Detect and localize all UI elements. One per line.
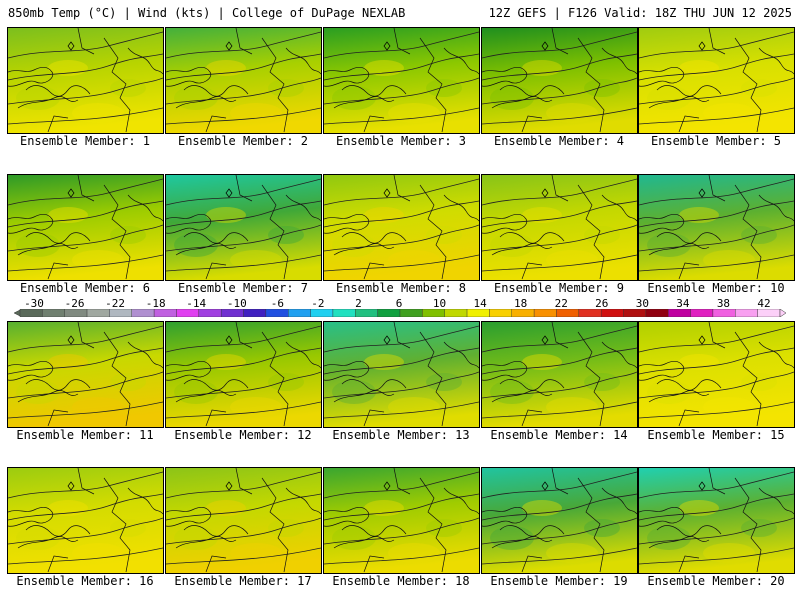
ensemble-member-label: Ensemble Member: 6 bbox=[19, 281, 151, 295]
ensemble-map-panel bbox=[638, 467, 795, 574]
colorbar-swatch bbox=[243, 309, 267, 317]
temperature-colorbar bbox=[14, 309, 786, 317]
ensemble-member-label: Ensemble Member: 1 bbox=[19, 134, 151, 148]
ensemble-member-label: Ensemble Member: 20 bbox=[647, 574, 785, 588]
ensemble-map-panel bbox=[7, 467, 164, 574]
ensemble-map-panel bbox=[323, 321, 480, 428]
colorbar-swatch bbox=[511, 309, 535, 317]
ensemble-member-label: Ensemble Member: 2 bbox=[177, 134, 309, 148]
colorbar-swatch bbox=[220, 309, 244, 317]
colorbar-swatch bbox=[645, 309, 669, 317]
ensemble-map-panel bbox=[638, 27, 795, 134]
colorbar-swatch bbox=[489, 309, 512, 317]
colorbar-tick-label: 30 bbox=[635, 297, 649, 310]
ensemble-member-label: Ensemble Member: 5 bbox=[650, 134, 782, 148]
colorbar-swatch bbox=[735, 309, 758, 317]
ensemble-member-label: Ensemble Member: 9 bbox=[493, 281, 625, 295]
ensemble-member-label: Ensemble Member: 12 bbox=[174, 428, 312, 442]
colorbar-tick-label: -2 bbox=[311, 297, 325, 310]
ensemble-map-panel bbox=[323, 467, 480, 574]
colorbar-tick-label: 6 bbox=[395, 297, 403, 310]
colorbar-swatch bbox=[176, 309, 200, 317]
colorbar-swatch bbox=[578, 309, 602, 317]
colorbar-swatch bbox=[332, 309, 356, 317]
ensemble-member-label: Ensemble Member: 15 bbox=[647, 428, 785, 442]
ensemble-member-label: Ensemble Member: 11 bbox=[16, 428, 154, 442]
ensemble-map-panel bbox=[7, 174, 164, 281]
colorbar-tick-label: -30 bbox=[24, 297, 44, 310]
colorbar-swatch bbox=[64, 309, 88, 317]
colorbar-tick-label: 2 bbox=[355, 297, 362, 310]
colorbar-swatch bbox=[377, 309, 401, 317]
ensemble-member-label: Ensemble Member: 3 bbox=[335, 134, 467, 148]
colorbar-swatch bbox=[131, 309, 155, 317]
colorbar-swatch bbox=[444, 309, 468, 317]
colorbar-swatch bbox=[757, 309, 781, 317]
ensemble-map-panel bbox=[165, 467, 322, 574]
ensemble-map-panel bbox=[481, 467, 638, 574]
ensemble-map-panel bbox=[7, 321, 164, 428]
colorbar-swatch bbox=[623, 309, 647, 317]
colorbar-swatch bbox=[600, 309, 624, 317]
ensemble-member-label: Ensemble Member: 14 bbox=[490, 428, 628, 442]
ensemble-map-panel bbox=[481, 174, 638, 281]
colorbar-swatch bbox=[355, 309, 378, 317]
colorbar-swatch bbox=[533, 309, 557, 317]
colorbar-swatch bbox=[422, 309, 445, 317]
ensemble-map-panel bbox=[481, 27, 638, 134]
ensemble-member-label: Ensemble Member: 13 bbox=[332, 428, 470, 442]
colorbar-tick-label: 34 bbox=[676, 297, 690, 310]
colorbar-swatch bbox=[712, 309, 736, 317]
colorbar-swatch bbox=[42, 309, 65, 317]
ensemble-member-label: Ensemble Member: 8 bbox=[335, 281, 467, 295]
ensemble-member-label: Ensemble Member: 7 bbox=[177, 281, 309, 295]
colorbar-tick-label: 10 bbox=[432, 297, 447, 310]
colorbar-tick-label: 18 bbox=[514, 297, 528, 310]
map-title-left: 850mb Temp (°C) | Wind (kts) | College o… bbox=[8, 6, 406, 20]
colorbar-tick-label: 26 bbox=[595, 297, 609, 310]
colorbar-swatch bbox=[86, 309, 110, 317]
colorbar-tick-label: 14 bbox=[473, 297, 487, 310]
colorbar-swatch bbox=[556, 309, 580, 317]
colorbar-swatch bbox=[310, 309, 334, 317]
colorbar-tick-label: -22 bbox=[105, 297, 126, 310]
colorbar-tick-label: -26 bbox=[64, 297, 85, 310]
ensemble-map-panel bbox=[7, 27, 164, 134]
colorbar-tick-label: -10 bbox=[226, 297, 247, 310]
ensemble-map-panel bbox=[165, 321, 322, 428]
colorbar-tick-label: -14 bbox=[186, 297, 207, 310]
ensemble-map-panel bbox=[481, 321, 638, 428]
colorbar-tick-label: 42 bbox=[757, 297, 771, 310]
ensemble-map-panel bbox=[165, 174, 322, 281]
ensemble-member-label: Ensemble Member: 10 bbox=[647, 281, 785, 295]
map-title-right: 12Z GEFS | F126 Valid: 18Z THU JUN 12 20… bbox=[488, 6, 792, 20]
colorbar-tick-label: 38 bbox=[716, 297, 731, 310]
ensemble-map-panel bbox=[323, 174, 480, 281]
colorbar-tick-label: -18 bbox=[145, 297, 166, 310]
ensemble-map-panel bbox=[638, 321, 795, 428]
colorbar-swatch bbox=[690, 309, 714, 317]
colorbar-swatch bbox=[668, 309, 691, 317]
ensemble-member-label: Ensemble Member: 18 bbox=[332, 574, 470, 588]
colorbar-tick-label: -6 bbox=[270, 297, 284, 310]
colorbar-swatch bbox=[288, 309, 311, 317]
colorbar-swatch bbox=[109, 309, 132, 317]
ensemble-map-panel bbox=[323, 27, 480, 134]
colorbar-swatch bbox=[153, 309, 177, 317]
ensemble-member-label: Ensemble Member: 17 bbox=[174, 574, 312, 588]
colorbar-right-arrow bbox=[779, 309, 786, 317]
colorbar-swatch bbox=[19, 309, 43, 317]
colorbar-tick-label: 22 bbox=[554, 297, 568, 310]
ensemble-member-label: Ensemble Member: 19 bbox=[490, 574, 628, 588]
colorbar-swatch bbox=[466, 309, 490, 317]
colorbar-swatch bbox=[265, 309, 289, 317]
colorbar-swatch bbox=[198, 309, 222, 317]
colorbar-swatch bbox=[399, 309, 423, 317]
ensemble-member-label: Ensemble Member: 16 bbox=[16, 574, 154, 588]
ensemble-map-panel bbox=[165, 27, 322, 134]
ensemble-member-label: Ensemble Member: 4 bbox=[493, 134, 625, 148]
ensemble-map-panel bbox=[638, 174, 795, 281]
